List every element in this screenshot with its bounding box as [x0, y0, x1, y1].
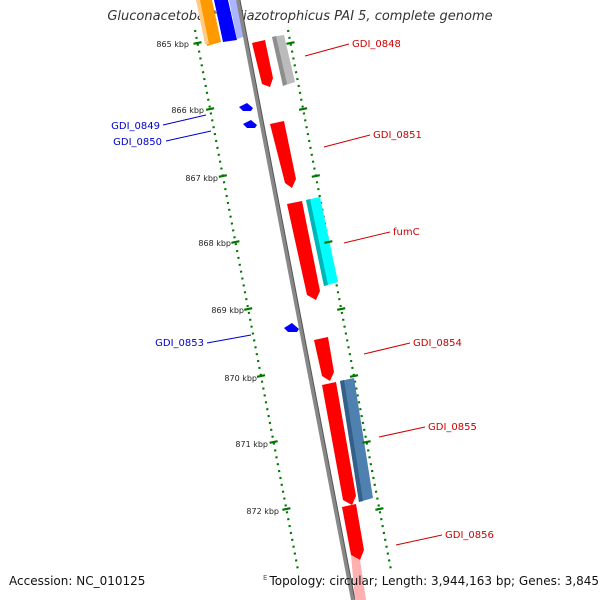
inner-tick-track: [193, 29, 300, 571]
gene-label-GDI_0849[interactable]: GDI_0849: [111, 121, 160, 132]
tick-marks: [193, 41, 384, 511]
outer-tick-mark-865: [286, 41, 295, 45]
gene-label-GDI_0856[interactable]: GDI_0856: [445, 530, 494, 541]
inner-tick-mark-870: [256, 374, 266, 378]
topology-text: Topology: circular; Length: 3,944,163 bp…: [269, 574, 600, 588]
inner-tick-mark-869: [243, 307, 253, 311]
reverse-genes: [239, 103, 299, 332]
inner-tick-mark-868: [231, 240, 240, 244]
blue-feature: [214, 0, 237, 42]
gene-GDI_0849-arrow: [239, 103, 253, 111]
gene-GDI_0855-arrow: [322, 382, 356, 505]
reverse-label-lines: [162, 114, 252, 344]
gene-label-GDI_0853[interactable]: GDI_0853: [155, 338, 204, 349]
inner-tick-mark-866: [205, 107, 215, 111]
gene-label-GDI_0854[interactable]: GDI_0854: [413, 338, 462, 349]
gene-GDI_0853-arrow: [284, 323, 299, 332]
outer-tick-mark-872: [375, 507, 384, 511]
annotation-features: [272, 35, 373, 502]
forward-gene-labels: GDI_0848 GDI_0851 fumC GDI_0854 GDI_0855…: [352, 39, 494, 541]
accession-label: Accession: NC_010125: [9, 574, 146, 588]
gene-GDI_0851-arrow: [270, 121, 296, 188]
gene-fumC-arrow: [287, 201, 320, 300]
topology-marker: E: [263, 574, 268, 582]
forward-genes: [252, 40, 366, 600]
outer-tick-mark-866: [298, 107, 308, 111]
outer-tick-mark-868: [324, 240, 333, 244]
gene-label-fumC[interactable]: fumC: [393, 227, 420, 238]
gene-label-GDI_0855[interactable]: GDI_0855: [428, 422, 477, 433]
outer-tick-mark-869: [336, 307, 346, 311]
inner-tick-mark-867: [218, 174, 228, 178]
gray-feature-edge: [272, 36, 287, 86]
forward-label-lines: [304, 43, 443, 546]
gene-GDI_0854-arrow: [314, 337, 334, 381]
tick-label-865: 865 kbp: [156, 40, 189, 49]
outer-tick-mark-867: [311, 174, 321, 178]
inner-tick-mark-872: [282, 507, 291, 511]
gene-GDI_0850-arrow: [243, 120, 257, 128]
tick-label-867: 867 kbp: [185, 174, 218, 183]
outer-tick-mark-870: [349, 374, 359, 378]
tick-label-868: 868 kbp: [198, 239, 231, 248]
gene-GDI_0848-arrow: [252, 40, 273, 87]
tick-labels: 865 kbp 866 kbp 867 kbp 868 kbp 869 kbp …: [156, 40, 279, 516]
gene-GDI_0856-fade: [351, 555, 366, 600]
light-orange-feature: [196, 0, 209, 44]
tick-label-871: 871 kbp: [235, 440, 268, 449]
topology-info: E Topology: circular; Length: 3,944,163 b…: [263, 574, 599, 588]
gene-label-GDI_0848[interactable]: GDI_0848: [352, 39, 401, 50]
steelblue-feature-edge: [340, 380, 363, 502]
tick-label-870: 870 kbp: [224, 374, 257, 383]
gene-GDI_0856-arrow: [342, 504, 364, 560]
outer-tick-mark-871: [362, 440, 371, 444]
outer-tick-track: [286, 29, 393, 571]
cyan-feature-edge: [306, 199, 328, 286]
gene-label-GDI_0851[interactable]: GDI_0851: [373, 130, 422, 141]
orange-feature: [198, 0, 221, 46]
genome-backbone: [236, 0, 356, 600]
inner-tick-mark-871: [269, 440, 278, 444]
gene-label-GDI_0850[interactable]: GDI_0850: [113, 137, 162, 148]
tick-label-872: 872 kbp: [246, 507, 279, 516]
tick-label-866: 866 kbp: [171, 106, 204, 115]
inner-tick-mark-865: [193, 41, 202, 45]
reverse-gene-labels: GDI_0849 GDI_0850 GDI_0853: [111, 121, 204, 349]
tick-label-869: 869 kbp: [211, 306, 244, 315]
